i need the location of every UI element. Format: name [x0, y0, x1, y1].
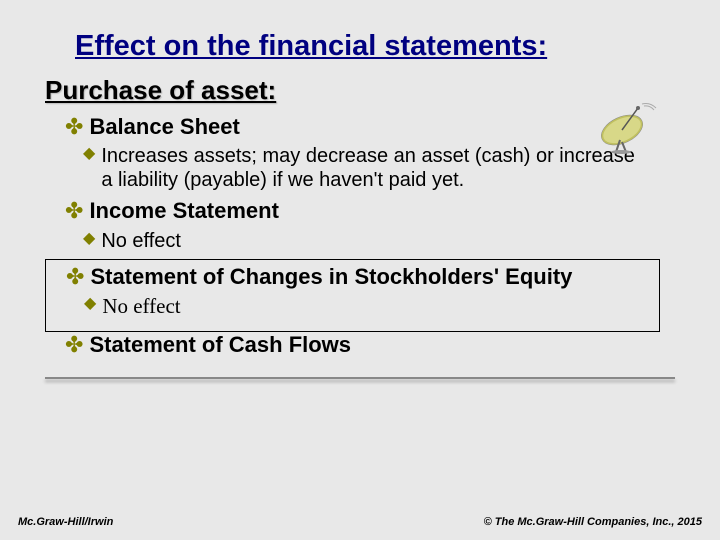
- sub-text: No effect: [102, 294, 210, 319]
- footer-left: Mc.Graw-Hill/Irwin: [18, 516, 113, 528]
- section-cash-flows: Statement of Cash Flows: [45, 332, 675, 358]
- flower-bullet-icon: [65, 114, 83, 140]
- sub-text: Increases assets; may decrease an asset …: [101, 144, 675, 192]
- section-heading: Statement of Changes in Stockholders' Eq…: [90, 264, 572, 290]
- section-balance-sheet-detail: Increases assets; may decrease an asset …: [45, 144, 675, 192]
- slide-subtitle: Purchase of asset:: [45, 75, 675, 106]
- divider: [45, 377, 675, 379]
- section-heading: Statement of Cash Flows: [89, 332, 351, 358]
- footer: Mc.Graw-Hill/Irwin © The Mc.Graw-Hill Co…: [0, 516, 720, 528]
- slide: Effect on the financial statements: Purc…: [0, 0, 720, 540]
- diamond-bullet-icon: [83, 229, 95, 250]
- section-heading: Balance Sheet: [89, 114, 239, 140]
- diamond-bullet-icon: [83, 144, 95, 165]
- section-income-statement: Income Statement: [45, 198, 675, 224]
- satellite-dish-icon: [590, 100, 665, 155]
- section-heading: Income Statement: [89, 198, 279, 224]
- footer-right: © The Mc.Graw-Hill Companies, Inc., 2015: [484, 516, 702, 528]
- slide-title: Effect on the financial statements:: [45, 30, 675, 63]
- section-stockholders-equity-detail: No effect: [46, 294, 653, 319]
- section-balance-sheet: Balance Sheet: [45, 114, 675, 140]
- flower-bullet-icon: [65, 198, 83, 224]
- section-income-statement-detail: No effect: [45, 229, 675, 253]
- boxed-section: Statement of Changes in Stockholders' Eq…: [45, 259, 660, 333]
- flower-bullet-icon: [65, 332, 83, 358]
- diamond-bullet-icon: [84, 294, 96, 315]
- sub-text: No effect: [101, 229, 211, 253]
- section-stockholders-equity: Statement of Changes in Stockholders' Eq…: [46, 264, 653, 290]
- flower-bullet-icon: [66, 264, 84, 290]
